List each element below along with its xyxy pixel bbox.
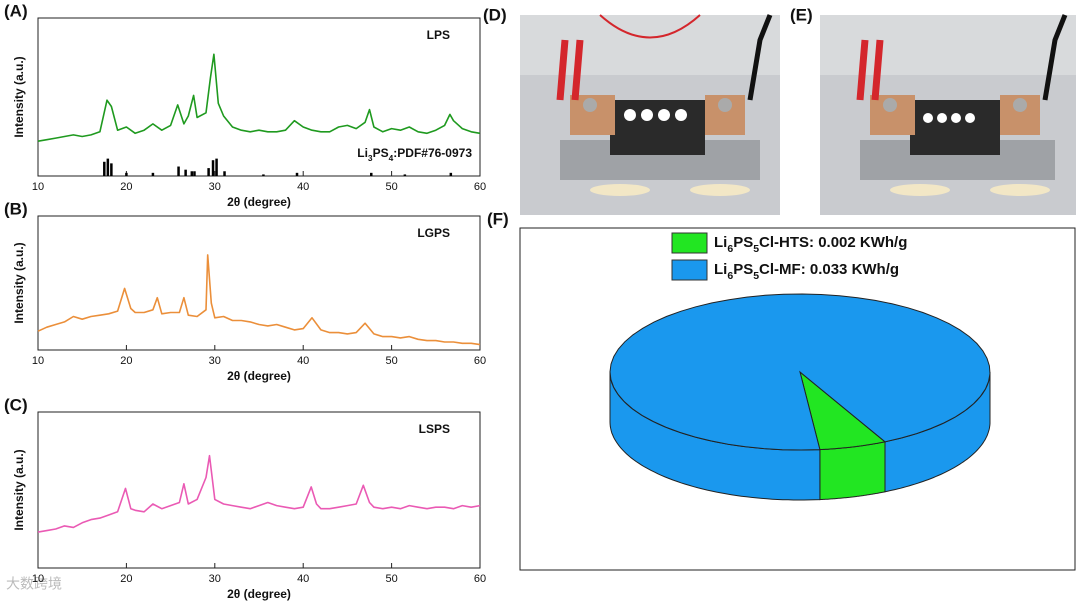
legend-swatch <box>671 259 708 281</box>
xrd-line <box>37 454 481 533</box>
series-label: LPS <box>427 28 450 42</box>
panel-label: (E) <box>790 5 813 24</box>
panel-label: (B) <box>4 199 28 218</box>
x-tick-label: 10 <box>32 355 44 367</box>
x-tick-label: 30 <box>209 181 221 193</box>
photo-d <box>520 14 780 215</box>
plot-frame <box>37 17 481 177</box>
x-tick-label: 20 <box>120 573 132 585</box>
x-tick-label: 30 <box>209 355 221 367</box>
y-axis-label: Intensity (a.u.) <box>12 449 26 530</box>
x-tick-label: 10 <box>32 573 44 585</box>
y-axis-label: Intensity (a.u.) <box>12 56 26 137</box>
x-tick-label: 20 <box>120 355 132 367</box>
x-tick-label: 60 <box>474 181 486 193</box>
x-tick-label: 60 <box>474 355 486 367</box>
panel-label: (C) <box>4 395 28 414</box>
panel-label: (D) <box>483 5 507 24</box>
legend-swatch <box>671 232 708 254</box>
x-tick-label: 40 <box>297 181 309 193</box>
x-tick-label: 10 <box>32 181 44 193</box>
x-tick-label: 30 <box>209 573 221 585</box>
series-label: Li3PS4:PDF#76-0973 <box>357 146 472 163</box>
plot-frame <box>37 215 481 351</box>
pie-side <box>819 441 886 501</box>
xrd-line <box>37 53 481 142</box>
pie-slice <box>799 370 887 451</box>
x-tick-label: 40 <box>297 355 309 367</box>
x-axis-label: 2θ (degree) <box>227 195 291 209</box>
series-label: LGPS <box>417 226 450 240</box>
panel-frame <box>519 227 1076 571</box>
x-tick-label: 50 <box>385 181 397 193</box>
x-tick-label: 40 <box>297 573 309 585</box>
x-axis-label: 2θ (degree) <box>227 369 291 383</box>
legend-label: Li6PS5Cl-MF: 0.033 KWh/g <box>714 261 899 282</box>
plot-frame <box>37 411 481 569</box>
photo-e <box>820 14 1076 215</box>
series-label: LSPS <box>419 422 450 436</box>
x-tick-label: 50 <box>385 573 397 585</box>
x-tick-label: 60 <box>474 573 486 585</box>
xrd-line <box>37 254 481 346</box>
panel-label: (F) <box>487 209 509 228</box>
x-tick-label: 50 <box>385 355 397 367</box>
pie-slice <box>609 293 991 451</box>
x-axis-label: 2θ (degree) <box>227 587 291 601</box>
watermark: 大数跨境 <box>6 576 62 592</box>
panel-label: (A) <box>4 1 28 20</box>
x-tick-label: 20 <box>120 181 132 193</box>
y-axis-label: Intensity (a.u.) <box>12 242 26 323</box>
legend-label: Li6PS5Cl-HTS: 0.002 KWh/g <box>714 234 907 255</box>
